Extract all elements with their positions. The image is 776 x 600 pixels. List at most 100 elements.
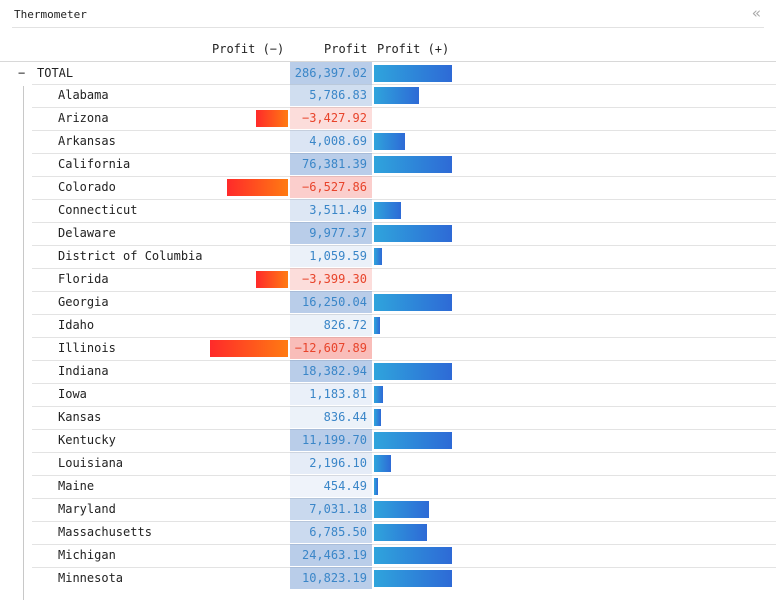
positive-bar-cell	[374, 268, 454, 290]
negative-bar-cell	[208, 406, 288, 428]
table-row[interactable]: Colorado −6,527.86	[0, 176, 776, 199]
collapse-panel-icon[interactable]: «	[752, 4, 762, 22]
table-row[interactable]: Florida −3,399.30	[0, 268, 776, 291]
row-divider	[32, 429, 776, 430]
row-label: Iowa	[58, 387, 87, 401]
table-row[interactable]: Maryland 7,031.18	[0, 498, 776, 521]
row-label: Michigan	[58, 548, 116, 562]
title-divider	[12, 27, 764, 28]
table-row[interactable]: Minnesota 10,823.19	[0, 567, 776, 590]
value-cell: 18,382.94	[290, 360, 372, 382]
row-divider	[32, 406, 776, 407]
row-divider	[32, 130, 776, 131]
table-row[interactable]: Delaware 9,977.37	[0, 222, 776, 245]
row-label: Indiana	[58, 364, 109, 378]
profit-value: 18,382.94	[301, 364, 367, 378]
table-row[interactable]: Illinois −12,607.89	[0, 337, 776, 360]
negative-bar-cell	[208, 429, 288, 451]
table-row[interactable]: Louisiana 2,196.10	[0, 452, 776, 475]
table-row[interactable]: Georgia 16,250.04	[0, 291, 776, 314]
negative-bar-cell	[208, 107, 288, 129]
table-row[interactable]: District of Columbia 1,059.59	[0, 245, 776, 268]
positive-bar-cell	[374, 222, 454, 244]
value-cell: 3,511.49	[290, 199, 372, 221]
value-cell: 9,977.37	[290, 222, 372, 244]
table-row[interactable]: Kentucky 11,199.70	[0, 429, 776, 452]
positive-bar	[374, 570, 452, 587]
row-divider	[32, 452, 776, 453]
negative-bar-cell	[208, 567, 288, 589]
negative-bar-cell	[208, 199, 288, 221]
header-profit-negative[interactable]: Profit (−)	[212, 42, 285, 56]
table-row[interactable]: Indiana 18,382.94	[0, 360, 776, 383]
value-cell: 16,250.04	[290, 291, 372, 313]
positive-bar	[374, 547, 452, 564]
profit-value: −6,527.86	[301, 180, 367, 194]
row-label: District of Columbia	[58, 249, 203, 263]
value-cell: 5,786.83	[290, 84, 372, 106]
collapse-toggle[interactable]: −	[18, 66, 26, 80]
negative-bar-cell	[208, 314, 288, 336]
profit-value: −3,427.92	[301, 111, 367, 125]
profit-value: 4,008.69	[309, 134, 367, 148]
row-divider	[32, 291, 776, 292]
positive-bar-cell	[374, 452, 454, 474]
table-row[interactable]: Maine 454.49	[0, 475, 776, 498]
value-cell: 6,785.50	[290, 521, 372, 543]
positive-bar	[374, 248, 383, 265]
positive-bar-cell	[374, 567, 454, 589]
table-row[interactable]: Massachusetts 6,785.50	[0, 521, 776, 544]
negative-bar-cell	[208, 222, 288, 244]
value-cell: 1,059.59	[290, 245, 372, 267]
table-row[interactable]: Michigan 24,463.19	[0, 544, 776, 567]
profit-value: 286,397.02	[294, 66, 367, 80]
row-label: Idaho	[58, 318, 95, 332]
header-profit[interactable]: Profit	[324, 42, 368, 56]
positive-bar	[374, 386, 384, 403]
value-cell: −6,527.86	[290, 176, 372, 198]
row-label: Florida	[58, 272, 109, 286]
profit-value: −12,607.89	[294, 341, 367, 355]
tree-guide-line	[23, 86, 24, 600]
value-cell: 836.44	[290, 406, 372, 428]
table-row[interactable]: Iowa 1,183.81	[0, 383, 776, 406]
table-row[interactable]: Alabama 5,786.83	[0, 84, 776, 107]
row-divider	[32, 199, 776, 200]
table-row[interactable]: Arizona −3,427.92	[0, 107, 776, 130]
table-row[interactable]: Arkansas 4,008.69	[0, 130, 776, 153]
negative-bar	[226, 179, 288, 196]
positive-bar-cell	[374, 291, 454, 313]
positive-bar-cell	[374, 62, 454, 84]
table-row[interactable]: Connecticut 3,511.49	[0, 199, 776, 222]
positive-bar	[374, 455, 392, 472]
table-row[interactable]: California 76,381.39	[0, 153, 776, 176]
table-row[interactable]: Kansas 836.44	[0, 406, 776, 429]
row-label: Maryland	[58, 502, 116, 516]
thermometer-grid: − TOTAL 286,397.02 Alabama 5,786.83 Arizona −3…	[0, 61, 776, 600]
value-cell: 11,199.70	[290, 429, 372, 451]
positive-bar	[374, 294, 452, 311]
negative-bar-cell	[208, 360, 288, 382]
negative-bar-cell	[208, 130, 288, 152]
row-divider	[32, 84, 776, 85]
negative-bar-cell	[208, 62, 288, 84]
value-cell: 454.49	[290, 475, 372, 497]
profit-value: 16,250.04	[301, 295, 367, 309]
negative-bar-cell	[208, 245, 288, 267]
table-row[interactable]: Idaho 826.72	[0, 314, 776, 337]
value-cell: 24,463.19	[290, 544, 372, 566]
row-label: Delaware	[58, 226, 116, 240]
profit-value: 6,785.50	[309, 525, 367, 539]
row-label: Kentucky	[58, 433, 116, 447]
row-label: Kansas	[58, 410, 102, 424]
negative-bar-cell	[208, 498, 288, 520]
total-row[interactable]: − TOTAL 286,397.02	[0, 61, 776, 84]
header-profit-positive[interactable]: Profit (+)	[377, 42, 450, 56]
profit-value: 9,977.37	[309, 226, 367, 240]
value-cell: 4,008.69	[290, 130, 372, 152]
positive-bar	[374, 524, 427, 541]
positive-bar-cell	[374, 383, 454, 405]
panel-title: Thermometer	[14, 8, 87, 21]
profit-value: 1,059.59	[309, 249, 367, 263]
positive-bar	[374, 409, 381, 426]
